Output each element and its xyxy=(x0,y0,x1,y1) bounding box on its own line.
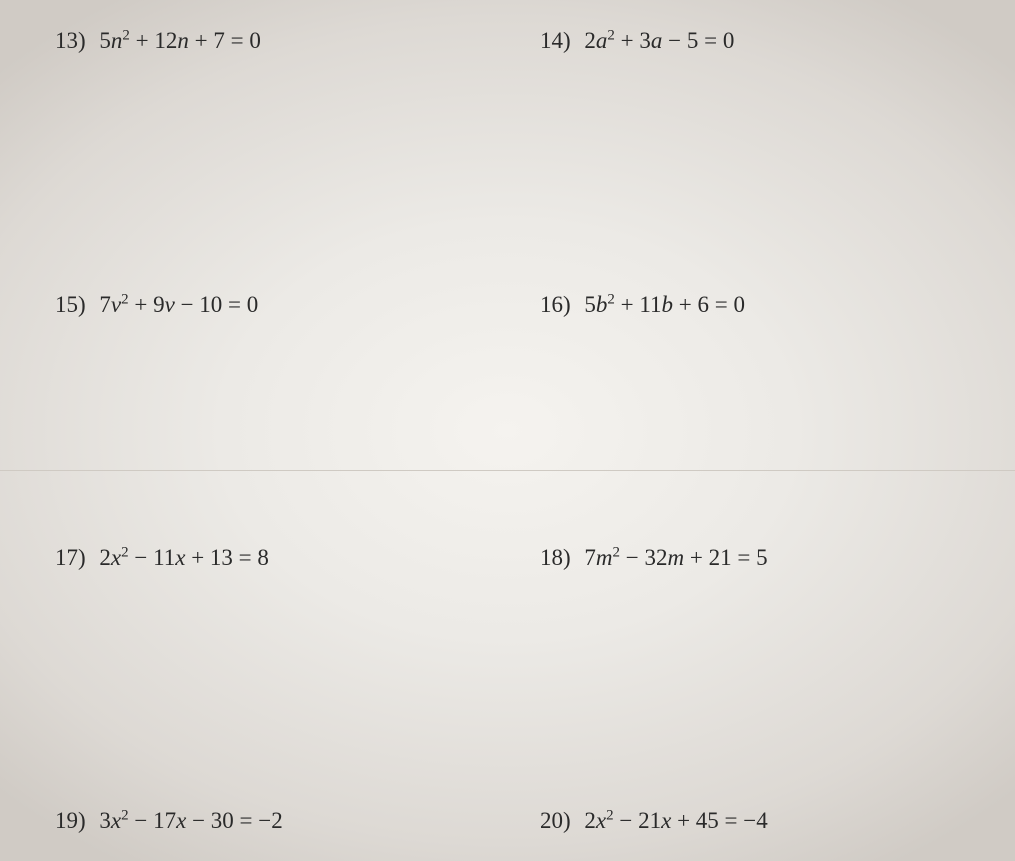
problem-expression: 5b2 + 11b + 6 = 0 xyxy=(584,292,745,317)
problem-expression: 5n2 + 12n + 7 = 0 xyxy=(99,28,260,53)
problem-19: 19) 3x2 − 17x − 30 = −2 xyxy=(55,808,283,834)
problem-expression: 3x2 − 17x − 30 = −2 xyxy=(99,808,282,833)
problem-number: 19) xyxy=(55,808,86,833)
problem-15: 15) 7v2 + 9v − 10 = 0 xyxy=(55,292,258,318)
problem-number: 14) xyxy=(540,28,571,53)
problem-number: 20) xyxy=(540,808,571,833)
problem-expression: 2x2 − 11x + 13 = 8 xyxy=(99,545,268,570)
problem-14: 14) 2a2 + 3a − 5 = 0 xyxy=(540,28,734,54)
problem-17: 17) 2x2 − 11x + 13 = 8 xyxy=(55,545,269,571)
problem-number: 15) xyxy=(55,292,86,317)
problem-number: 13) xyxy=(55,28,86,53)
problem-13: 13) 5n2 + 12n + 7 = 0 xyxy=(55,28,261,54)
page-divider-line xyxy=(0,470,1015,471)
problem-number: 17) xyxy=(55,545,86,570)
problem-expression: 2a2 + 3a − 5 = 0 xyxy=(584,28,734,53)
problem-16: 16) 5b2 + 11b + 6 = 0 xyxy=(540,292,745,318)
problem-number: 18) xyxy=(540,545,571,570)
problem-expression: 7v2 + 9v − 10 = 0 xyxy=(99,292,258,317)
problem-number: 16) xyxy=(540,292,571,317)
problem-20: 20) 2x2 − 21x + 45 = −4 xyxy=(540,808,768,834)
problem-expression: 7m2 − 32m + 21 = 5 xyxy=(584,545,767,570)
problem-18: 18) 7m2 − 32m + 21 = 5 xyxy=(540,545,768,571)
problem-expression: 2x2 − 21x + 45 = −4 xyxy=(584,808,767,833)
